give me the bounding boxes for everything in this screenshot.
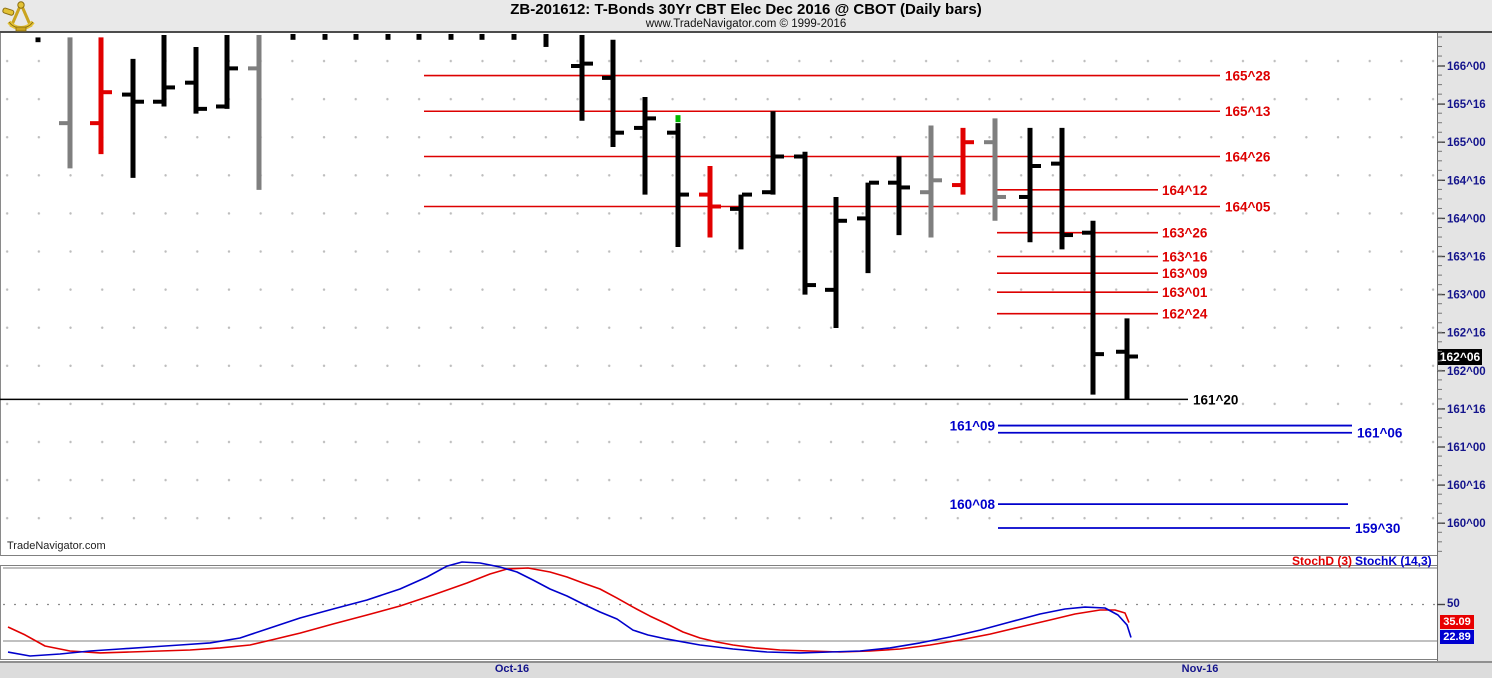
stochk-legend-label[interactable]: StochK (14,3) xyxy=(1355,554,1432,568)
date-axis-label: Oct-16 xyxy=(494,663,530,675)
watermark-text: TradeNavigator.com xyxy=(7,540,106,552)
price-axis-gutter xyxy=(1437,33,1492,661)
last-price-tag: 162^06 xyxy=(1438,348,1482,365)
panel-divider-strip xyxy=(0,556,1437,565)
main-price-plot[interactable] xyxy=(0,33,1437,556)
date-axis-footer xyxy=(0,661,1492,678)
stoch-50-axis-label: 50 xyxy=(1447,598,1460,610)
trade-navigator-logo-icon xyxy=(2,1,35,32)
chart-header: ZB-201612: T-Bonds 30Yr CBT Elec Dec 201… xyxy=(0,0,1492,33)
chart-title: ZB-201612: T-Bonds 30Yr CBT Elec Dec 201… xyxy=(510,1,982,18)
stochk-value-tag: 22.89 xyxy=(1440,630,1474,644)
stochd-legend-label[interactable]: StochD (3) xyxy=(1292,554,1352,568)
chart-subtitle: www.TradeNavigator.com © 1999-2016 xyxy=(645,18,847,30)
date-axis-label: Nov-16 xyxy=(1181,663,1219,675)
stochd-value-tag: 35.09 xyxy=(1440,615,1474,629)
stochastic-panel[interactable] xyxy=(0,565,1437,660)
